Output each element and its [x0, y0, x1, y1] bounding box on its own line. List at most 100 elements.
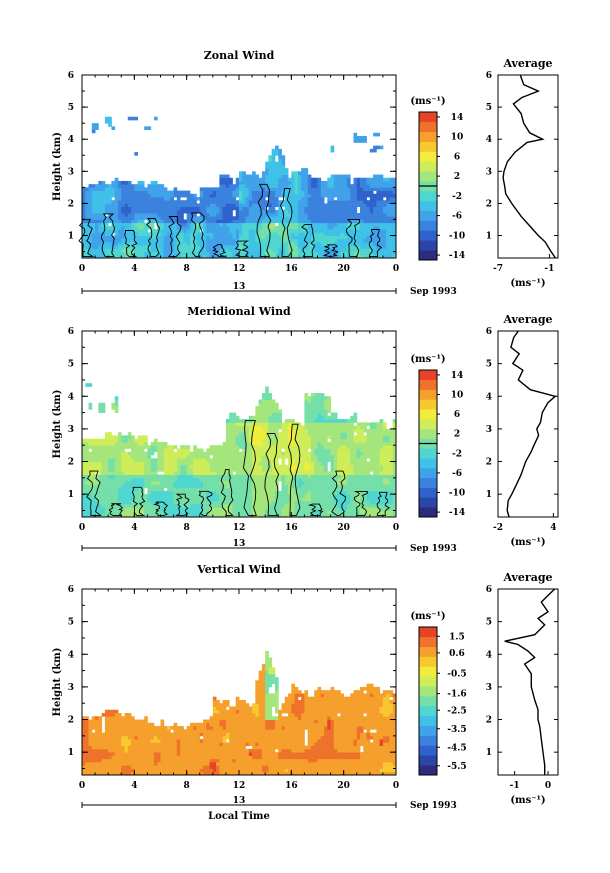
- heatmap-cell: [239, 507, 243, 511]
- heatmap-cell: [252, 245, 256, 249]
- heatmap-cell: [121, 184, 125, 188]
- heatmap-cell: [268, 481, 273, 485]
- heatmap-cell: [98, 471, 103, 475]
- heatmap-cell: [281, 464, 286, 469]
- heatmap-cell: [369, 190, 374, 195]
- heatmap-cell: [340, 238, 345, 243]
- heatmap-cell: [150, 203, 155, 208]
- heatmap-cell: [317, 487, 322, 492]
- heatmap-cell: [284, 451, 289, 456]
- heatmap-cell: [261, 422, 266, 427]
- heatmap-cell: [160, 232, 165, 236]
- heatmap-cell: [124, 445, 129, 449]
- heatmap-cell: [95, 216, 99, 220]
- heatmap-cell: [134, 497, 138, 502]
- heatmap-cell: [134, 222, 138, 227]
- heatmap-cell: [209, 200, 214, 204]
- heatmap-cell: [95, 438, 99, 443]
- colorbar-tick-label: -14: [449, 251, 465, 261]
- heatmap-cell: [114, 461, 119, 466]
- heatmap-cell: [137, 487, 142, 492]
- heatmap-cell: [222, 232, 227, 236]
- heatmap-cell: [360, 136, 364, 140]
- heatmap-cell: [137, 451, 142, 456]
- heatmap-cell: [225, 216, 230, 220]
- heatmap-cell: [170, 497, 174, 502]
- heatmap-cell: [131, 507, 135, 511]
- heatmap-cell: [363, 455, 367, 459]
- heatmap-cell: [88, 184, 93, 188]
- heatmap-cell: [98, 229, 103, 233]
- heatmap-cell: [225, 494, 230, 498]
- heatmap-cell: [196, 229, 201, 233]
- heatmap-cell: [209, 448, 214, 453]
- heatmap-cell: [189, 241, 194, 246]
- heatmap-cell: [261, 177, 266, 182]
- heatmap-cell: [304, 458, 309, 462]
- heatmap-cell: [330, 241, 335, 246]
- heatmap-cell: [265, 161, 269, 166]
- heatmap-cell: [91, 474, 96, 479]
- heatmap-cell: [144, 494, 148, 498]
- heatmap-cell: [91, 193, 96, 198]
- heatmap-cell: [157, 193, 161, 198]
- heatmap-cell: [219, 448, 224, 453]
- heatmap-cell: [373, 197, 377, 201]
- heatmap-cell: [193, 213, 197, 217]
- heatmap-cell: [193, 216, 197, 220]
- heatmap-cell: [392, 245, 397, 249]
- heatmap-cell: [239, 432, 243, 436]
- date-label: Sep 1993: [410, 287, 457, 297]
- heatmap-cell: [360, 238, 364, 243]
- heatmap-cell: [111, 229, 116, 233]
- heatmap-cell: [353, 248, 358, 252]
- heatmap-cell: [255, 197, 260, 201]
- heatmap-cell: [235, 184, 240, 188]
- heatmap-cell: [320, 458, 325, 462]
- heatmap-cell: [117, 254, 122, 259]
- heatmap-cell: [117, 474, 122, 479]
- heatmap-cell: [104, 232, 109, 236]
- heatmap-cell: [261, 435, 266, 440]
- heatmap-cell: [131, 206, 135, 211]
- heatmap-cell: [301, 213, 305, 217]
- heatmap-cell: [95, 245, 99, 249]
- heatmap-cell: [304, 455, 309, 459]
- heatmap-cell: [101, 229, 106, 233]
- heatmap-cell: [101, 481, 106, 485]
- heatmap-cell: [307, 500, 312, 505]
- heatmap-cell: [242, 209, 246, 214]
- heatmap-cell: [252, 190, 256, 195]
- heatmap-cell: [121, 494, 125, 498]
- heatmap-cell: [235, 448, 240, 453]
- heatmap-cell: [320, 432, 325, 436]
- heatmap-cell: [327, 206, 331, 211]
- heatmap-cell: [121, 471, 125, 475]
- heatmap-cell: [363, 251, 367, 256]
- heatmap-cell: [366, 503, 371, 508]
- heatmap-cell: [127, 241, 132, 246]
- heatmap-cell: [278, 177, 282, 182]
- heatmap-cell: [271, 235, 276, 240]
- heatmap-cell: [268, 245, 273, 249]
- heatmap-cell: [274, 148, 279, 153]
- heatmap-cell: [114, 458, 119, 462]
- heatmap-cell: [301, 471, 305, 475]
- heatmap-cell: [337, 222, 341, 227]
- heatmap-cell: [150, 187, 155, 191]
- heatmap-cell: [140, 197, 145, 201]
- heatmap-cell: [307, 461, 312, 466]
- heatmap-cell: [193, 461, 197, 466]
- heatmap-cell: [199, 232, 204, 236]
- heatmap-cell: [271, 441, 276, 446]
- heatmap-cell: [353, 500, 358, 505]
- heatmap-cell: [320, 481, 325, 485]
- heatmap-cell: [297, 425, 302, 430]
- heatmap-cell: [121, 497, 125, 502]
- heatmap-cell: [173, 487, 178, 492]
- heatmap-cell: [248, 468, 253, 472]
- heatmap-cell: [255, 477, 260, 482]
- heatmap-cell: [340, 477, 345, 482]
- heatmap-cell: [324, 190, 328, 195]
- heatmap-cell: [193, 510, 197, 515]
